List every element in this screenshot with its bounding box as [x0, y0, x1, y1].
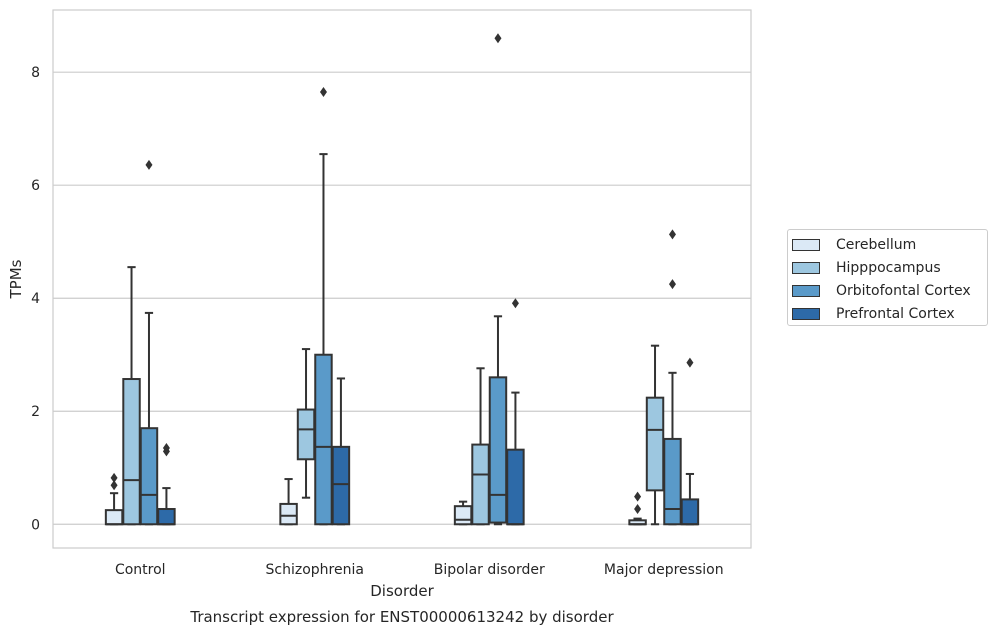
legend-item-orbitofrontal: Orbitofontal Cortex	[792, 280, 971, 302]
box-orbitofontal-cortex-major-depression	[663, 229, 682, 526]
box-hipppocampus-major-depression-body	[645, 396, 665, 492]
legend-label-prefrontal: Prefrontal Cortex	[836, 306, 955, 322]
box-orbitofontal-cortex-control-body	[139, 427, 159, 526]
box-orbitofontal-cortex-schizophrenia-outlier-0	[319, 86, 327, 97]
box-prefrontal-cortex-control-outlier-1	[162, 442, 170, 453]
box-cerebellum-control-outlier-1	[110, 472, 118, 483]
box-cerebellum-bipolar-disorder-body	[453, 505, 473, 526]
chart-title: Transcript expression for ENST0000061324…	[189, 608, 614, 626]
box-orbitofontal-cortex-schizophrenia	[314, 86, 333, 526]
box-cerebellum-control-body	[104, 509, 124, 526]
box-hipppocampus-bipolar-disorder	[471, 367, 490, 526]
legend-swatch-hippocampus	[792, 262, 820, 274]
box-prefrontal-cortex-bipolar-disorder-outlier-0	[511, 298, 519, 309]
box-cerebellum-major-depression-outlier-1	[634, 491, 642, 502]
box-hipppocampus-control-body	[122, 378, 141, 526]
box-cerebellum-control-outlier-0	[110, 480, 118, 491]
box-prefrontal-cortex-major-depression	[680, 357, 700, 526]
y-tick-label-8: 8	[31, 65, 40, 81]
x-tick-label-control: Control	[115, 562, 166, 578]
box-prefrontal-cortex-major-depression-body	[680, 498, 700, 526]
legend-label-orbitofrontal: Orbitofontal Cortex	[836, 283, 971, 299]
box-orbitofontal-cortex-control-outlier-0	[145, 159, 153, 170]
legend-label-hippocampus: Hipppocampus	[836, 260, 941, 276]
box-orbitofontal-cortex-bipolar-disorder	[488, 33, 508, 526]
box-prefrontal-cortex-schizophrenia-body	[331, 445, 351, 526]
y-tick-label-2: 2	[31, 404, 40, 420]
x-tick-label-major-depression: Major depression	[604, 562, 724, 578]
legend-item-cerebellum: Cerebellum	[792, 234, 916, 256]
legend-swatch-prefrontal	[792, 308, 820, 320]
box-prefrontal-cortex-control	[157, 442, 176, 526]
box-prefrontal-cortex-major-depression-outlier-0	[686, 357, 694, 368]
box-cerebellum-schizophrenia-body	[279, 502, 298, 526]
x-axis-title: Disorder	[370, 582, 434, 600]
legend-swatch-orbitofrontal	[792, 285, 820, 297]
box-orbitofontal-cortex-schizophrenia-body	[314, 353, 333, 526]
y-axis-title: TPMs	[7, 259, 25, 299]
box-hipppocampus-schizophrenia-body	[296, 408, 316, 461]
box-orbitofontal-cortex-bipolar-disorder-body	[488, 376, 508, 524]
box-orbitofontal-cortex-major-depression-body	[663, 437, 682, 526]
plot-area-frame	[52, 9, 752, 549]
legend-item-hippocampus: Hipppocampus	[792, 257, 941, 279]
box-orbitofontal-cortex-major-depression-outlier-1	[668, 229, 676, 240]
box-cerebellum-control	[104, 472, 124, 526]
box-cerebellum-schizophrenia	[279, 478, 298, 526]
x-tick-label-bipolar-disorder: Bipolar disorder	[434, 562, 545, 578]
box-prefrontal-cortex-bipolar-disorder-body	[506, 448, 525, 526]
y-tick-label-4: 4	[31, 291, 40, 307]
box-prefrontal-cortex-control-body	[157, 508, 176, 526]
y-tick-label-6: 6	[31, 178, 40, 194]
legend-item-prefrontal: Prefrontal Cortex	[792, 303, 955, 325]
x-tick-labels: Control Schizophrenia Bipolar disorder Majo…	[115, 562, 724, 578]
box-hipppocampus-control	[122, 266, 141, 526]
box-cerebellum-major-depression	[628, 491, 647, 526]
box-orbitofontal-cortex-control	[139, 159, 159, 526]
box-prefrontal-cortex-schizophrenia	[331, 377, 351, 526]
box-hipppocampus-schizophrenia	[296, 348, 316, 499]
box-hipppocampus-bipolar-disorder-body	[471, 443, 490, 526]
y-tick-labels: 0 2 4 6 8	[31, 65, 40, 533]
box-prefrontal-cortex-bipolar-disorder	[506, 298, 525, 526]
box-orbitofontal-cortex-major-depression-outlier-0	[668, 279, 676, 290]
box-hipppocampus-major-depression	[645, 344, 665, 526]
legend-swatch-cerebellum	[792, 239, 820, 251]
box-orbitofontal-cortex-bipolar-disorder-outlier-0	[494, 33, 502, 44]
x-tick-label-schizophrenia: Schizophrenia	[266, 562, 364, 578]
box-cerebellum-bipolar-disorder	[453, 500, 473, 526]
legend-label-cerebellum: Cerebellum	[836, 237, 917, 253]
box-series-layer	[104, 33, 700, 526]
y-tick-label-0: 0	[31, 517, 40, 533]
legend: Cerebellum Hipppocampus Orbitofontal Cor…	[787, 229, 988, 326]
box-cerebellum-major-depression-outlier-0	[634, 504, 642, 515]
